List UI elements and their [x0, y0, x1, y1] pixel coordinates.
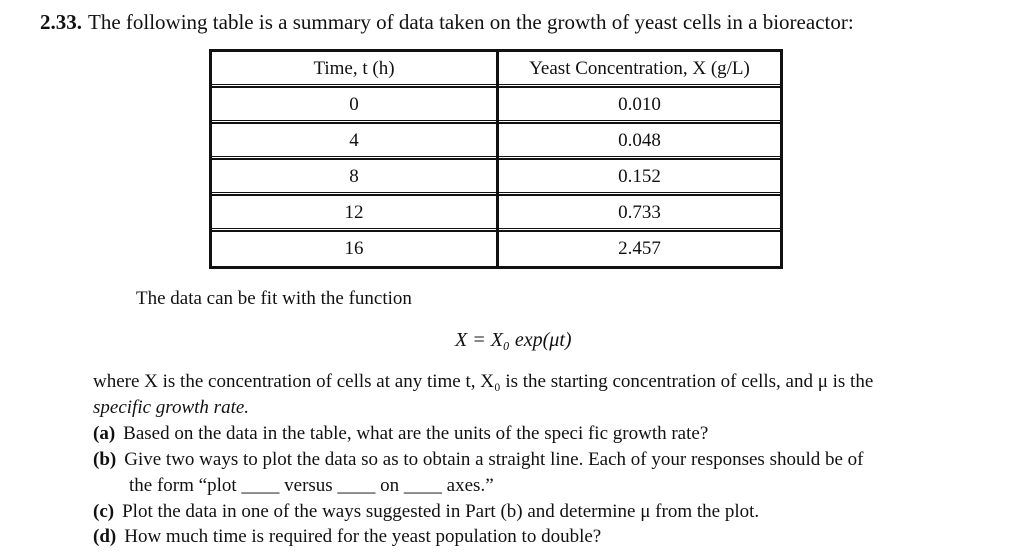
where-line-2: specific growth rate.: [93, 397, 250, 418]
cell-concentration: 0.733: [499, 196, 780, 232]
table-row: 16 2.457: [212, 232, 780, 266]
problem-intro: The following table is a summary of data…: [88, 10, 854, 34]
problem-number: 2.33.: [40, 10, 82, 34]
data-table: Time, t (h) Yeast Concentration, X (g/L)…: [209, 49, 783, 269]
cell-concentration: 2.457: [618, 238, 661, 259]
question-text: Plot the data in one of the ways suggest…: [122, 501, 760, 522]
fit-intro: The data can be fit with the function: [136, 288, 412, 309]
column-header-time: Time, t (h): [212, 52, 499, 88]
question-a: (a) Based on the data in the table, what …: [93, 423, 708, 445]
equation: X = X₀ exp(μt): [455, 329, 572, 351]
question-label: (c): [93, 501, 115, 522]
cell-time: 16: [212, 232, 499, 266]
question-d: (d) How much time is required for the yea…: [93, 526, 601, 548]
cell-concentration: 0.152: [499, 160, 780, 196]
question-text: Based on the data in the table, what are…: [123, 423, 709, 444]
table-row: 8 0.152: [212, 160, 780, 196]
where-line-1: where X is the concentration of cells at…: [93, 371, 874, 392]
table-row: 0 0.010: [212, 88, 780, 124]
question-text: How much time is required for the yeast …: [124, 526, 602, 547]
question-text: Give two ways to plot the data so as to …: [124, 449, 864, 470]
question-label: (d): [93, 526, 117, 547]
question-b-line-2: the form “plot ____ versus ____ on ____ …: [129, 475, 494, 496]
problem-statement: 2.33. The following table is a summary of…: [40, 10, 854, 35]
cell-time: 0: [212, 88, 499, 124]
cell-concentration: 0.010: [499, 88, 780, 124]
table-row: 12 0.733: [212, 196, 780, 232]
question-c: (c) Plot the data in one of the ways sugg…: [93, 501, 759, 523]
cell-time: 4: [212, 124, 499, 160]
table-header-row: Time, t (h) Yeast Concentration, X (g/L): [212, 52, 780, 88]
column-header-concentration: Yeast Concentration, X (g/L): [499, 52, 780, 88]
question-label: (b): [93, 449, 117, 470]
cell-concentration: 0.048: [499, 124, 780, 160]
cell-time: 8: [212, 160, 499, 196]
cell-time: 12: [212, 196, 499, 232]
question-label: (a): [93, 423, 116, 444]
table-row: 4 0.048: [212, 124, 780, 160]
question-b: (b) Give two ways to plot the data so as …: [93, 449, 864, 471]
